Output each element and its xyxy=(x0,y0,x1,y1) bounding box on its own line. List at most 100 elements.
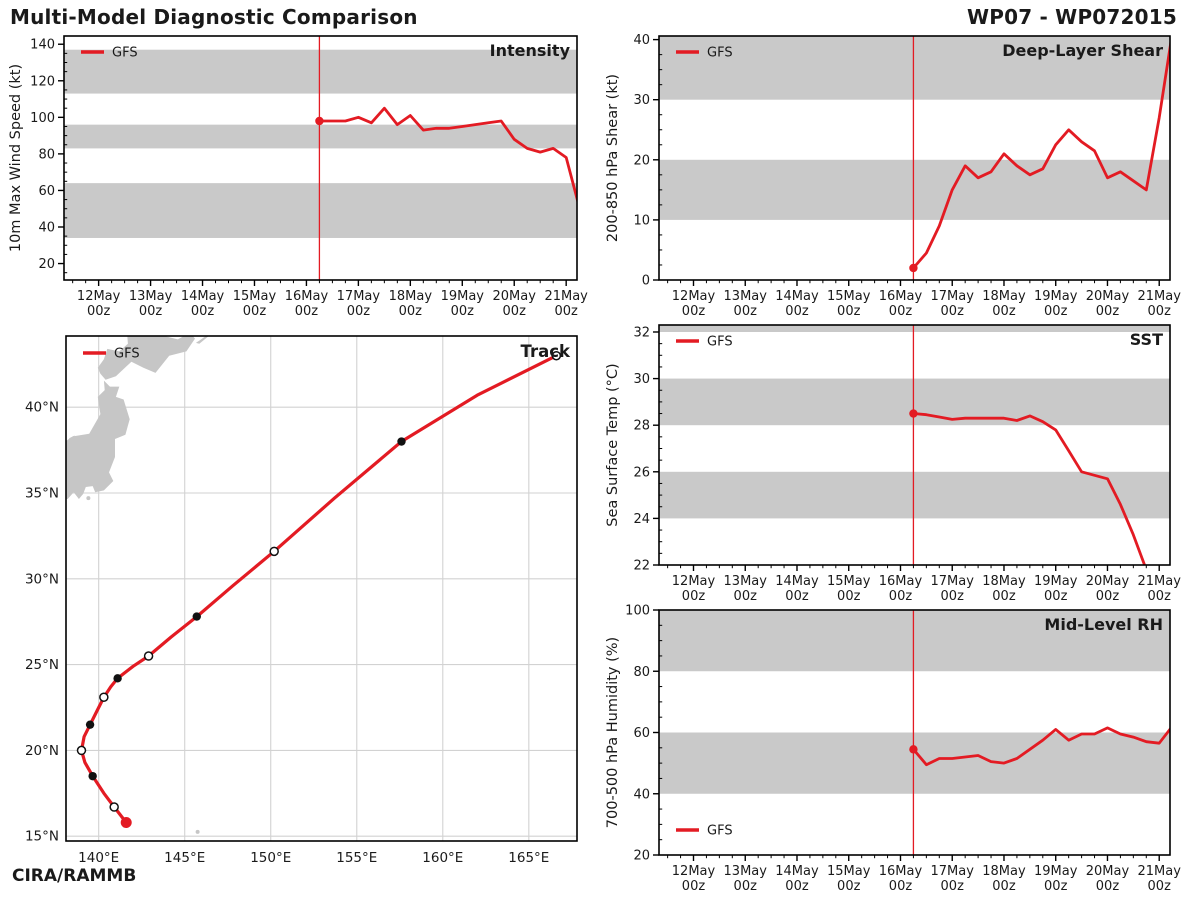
track-marker-filled xyxy=(88,771,97,781)
x-tick-label: 00z xyxy=(889,589,913,604)
y-tick-label: 140 xyxy=(30,38,55,53)
track-marker-filled xyxy=(85,720,95,729)
y-tick-label: 60 xyxy=(38,184,55,199)
lat-tick-label: 20°N xyxy=(25,743,59,759)
x-tick-label: 00z xyxy=(941,879,965,894)
legend-gfs: GFS xyxy=(83,347,140,362)
lon-tick-label: 165°E xyxy=(508,850,549,866)
x-tick-label: 00z xyxy=(992,589,1016,604)
x-tick-label: 20May xyxy=(1086,289,1130,304)
track-start-dot xyxy=(120,816,132,828)
x-tick-label: 17May xyxy=(931,289,975,304)
lat-tick-label: 40°N xyxy=(25,400,59,416)
x-tick-label: 16May xyxy=(879,574,923,589)
y-tick-label: 0 xyxy=(642,274,650,289)
x-tick-label: 00z xyxy=(682,589,706,604)
x-tick-label: 00z xyxy=(785,304,809,319)
x-tick-label: 20May xyxy=(493,289,537,304)
shaded-band xyxy=(64,49,577,94)
x-tick-label: 00z xyxy=(1148,304,1172,319)
legend-label: GFS xyxy=(114,347,140,362)
x-tick-label: 00z xyxy=(734,879,758,894)
x-tick-label: 16May xyxy=(879,864,923,879)
gfs-series-shear xyxy=(912,38,1170,270)
landmass-sado xyxy=(67,435,75,445)
legend-label: GFS xyxy=(112,46,138,61)
y-tick-label: 100 xyxy=(30,111,55,126)
y-tick-label: 40 xyxy=(38,220,55,235)
x-tick-label: 21May xyxy=(1138,864,1182,879)
x-tick-label: 00z xyxy=(1148,879,1172,894)
x-tick-label: 00z xyxy=(1044,589,1068,604)
x-tick-label: 00z xyxy=(87,304,111,319)
panel-title: SST xyxy=(1130,330,1163,349)
x-tick-label: 20May xyxy=(1086,864,1130,879)
legend-gfs: GFS xyxy=(676,46,733,61)
x-tick-label: 00z xyxy=(1044,879,1068,894)
landmass-hokkaido xyxy=(97,336,195,380)
x-tick-label: 18May xyxy=(982,864,1026,879)
y-axis-title: 700-500 hPa Humidity (%) xyxy=(605,637,621,828)
y-tick-label: 80 xyxy=(38,147,55,162)
y-tick-label: 28 xyxy=(633,419,650,434)
x-tick-label: 14May xyxy=(181,289,225,304)
x-tick-label: 21May xyxy=(1138,574,1182,589)
storm-id: WP07 - WP072015 xyxy=(967,5,1177,29)
x-tick-label: 15May xyxy=(827,864,871,879)
track-marker-open xyxy=(109,802,119,812)
x-tick-label: 16May xyxy=(879,289,923,304)
plot-border xyxy=(63,35,578,281)
x-tick-label: 21May xyxy=(544,289,588,304)
shaded-band xyxy=(659,732,1170,794)
x-tick-label: 00z xyxy=(295,304,319,319)
x-tick-label: 18May xyxy=(982,289,1026,304)
plot-border xyxy=(658,35,1171,281)
shaded-band xyxy=(659,378,1170,426)
track-marker-filled xyxy=(113,674,122,683)
x-tick-label: 00z xyxy=(682,304,706,319)
y-tick-label: 30 xyxy=(633,93,650,108)
gfs-series-sst xyxy=(912,412,1147,565)
y-axis-title: Sea Surface Temp (°C) xyxy=(605,363,621,526)
x-tick-label: 00z xyxy=(1096,304,1120,319)
intensity-panel: 12May00z13May00z14May00z15May00z16May00z… xyxy=(8,35,588,319)
shaded-band xyxy=(64,124,577,149)
x-tick-label: 00z xyxy=(682,879,706,894)
x-tick-label: 00z xyxy=(889,879,913,894)
x-tick-label: 00z xyxy=(243,304,267,319)
shaded-band xyxy=(659,159,1170,220)
x-tick-label: 17May xyxy=(931,864,975,879)
lat-tick-label: 35°N xyxy=(25,486,59,502)
lon-tick-label: 140°E xyxy=(78,850,119,866)
legend-gfs: GFS xyxy=(676,335,733,350)
x-tick-label: 12May xyxy=(672,864,716,879)
y-tick-label: 80 xyxy=(633,665,650,680)
plot-border xyxy=(65,335,578,842)
x-tick-label: 00z xyxy=(554,304,578,319)
series-start-dot xyxy=(909,409,918,418)
x-tick-label: 15May xyxy=(233,289,277,304)
legend-label: GFS xyxy=(707,335,733,350)
x-tick-label: 00z xyxy=(451,304,475,319)
x-tick-label: 17May xyxy=(337,289,381,304)
panel-title: Mid-Level RH xyxy=(1044,615,1163,634)
track-marker-filled xyxy=(192,612,201,621)
x-tick-label: 19May xyxy=(1034,864,1078,879)
y-axis-title: 200-850 hPa Shear (kt) xyxy=(605,74,621,242)
gfs-track-line xyxy=(79,354,559,825)
track-marker-open xyxy=(99,692,109,702)
legend-label: GFS xyxy=(707,824,733,839)
panel-title: Track xyxy=(521,342,571,361)
track-marker-open xyxy=(269,546,279,557)
series-start-dot xyxy=(909,745,918,754)
rh-panel: 12May00z13May00z14May00z15May00z16May00z… xyxy=(605,604,1181,895)
x-tick-label: 00z xyxy=(785,589,809,604)
x-tick-label: 16May xyxy=(285,289,329,304)
x-tick-label: 00z xyxy=(1044,304,1068,319)
y-tick-label: 24 xyxy=(633,512,650,527)
legend-gfs: GFS xyxy=(81,46,138,61)
x-tick-label: 00z xyxy=(785,879,809,894)
x-tick-label: 17May xyxy=(931,574,975,589)
y-tick-label: 120 xyxy=(30,74,55,89)
